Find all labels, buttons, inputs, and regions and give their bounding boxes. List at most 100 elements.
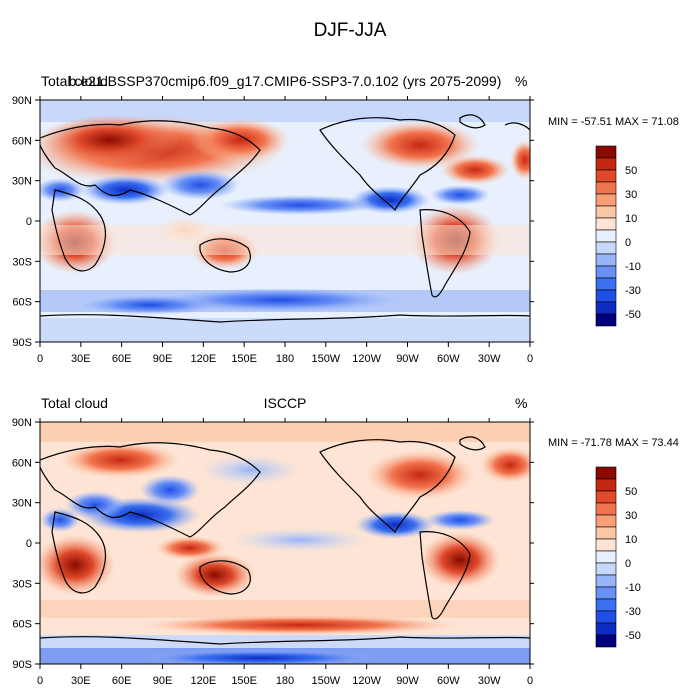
panel1-colorbar-swatch — [595, 277, 617, 291]
panel1-x-tick-label: 120W — [352, 353, 381, 365]
panel1-colorbar-label: -50 — [625, 309, 641, 321]
figure-title: DJF-JJA — [313, 20, 387, 41]
panel1-y-tick-label: 30N — [12, 176, 32, 188]
panel2-colorbar-swatch — [595, 466, 617, 480]
panel1-colorbar-label: -10 — [625, 261, 641, 273]
panel1-coastlines — [40, 114, 530, 323]
panel1-colorbar-label: 10 — [625, 213, 637, 225]
colorbar-layer: 50 30 10 0 -10 -30 -50 50 30 10 0 -10 -30 -50 — [595, 145, 641, 648]
panel2-colorbar-label: -10 — [625, 582, 641, 594]
panel2-y-tick-label: 60S — [12, 619, 32, 631]
panel1-x-tick-label: 0 — [527, 353, 533, 365]
panel2-minmax: MIN = -71.78 MAX = 73.44 — [548, 437, 679, 449]
panel2-title-right: % — [515, 395, 528, 411]
panel1-colorbar-swatch — [595, 313, 617, 327]
panel1-x-tick-label: 60E — [112, 353, 132, 365]
panel2-x-tick-label: 30W — [478, 675, 501, 687]
panel2-y-tick-label: 30N — [12, 498, 32, 510]
panel2-y-tick-label: 90N — [12, 417, 32, 429]
panel2-x-tick-label: 150W — [311, 675, 340, 687]
panel1-colorbar-swatch — [595, 241, 617, 255]
panel1-y-tick-label: 60S — [12, 297, 32, 309]
panel2-colorbar-swatch — [595, 514, 617, 528]
panel2-colorbar-label: -50 — [625, 630, 641, 642]
panel2-colorbar-label: 0 — [625, 558, 631, 570]
panel1-minmax: MIN = -57.51 MAX = 71.08 — [548, 116, 679, 128]
panel2-colorbar-swatch — [595, 586, 617, 600]
panel2-colorbar-label: -30 — [625, 606, 641, 618]
panel1-x-tick-label: 90W — [396, 353, 419, 365]
panel1-x-tick-label: 0 — [37, 353, 43, 365]
panel1-y-tick-label: 90S — [12, 337, 32, 349]
panel2-y-tick-label: 90S — [12, 659, 32, 671]
panel1-colorbar-swatch — [595, 229, 617, 243]
panel2-x-tick-label: 60E — [112, 675, 132, 687]
panel1-y-tick-label: 60N — [12, 135, 32, 147]
panel2-title-left: Total cloud — [41, 395, 108, 411]
panel2-x-tick-label: 0 — [37, 675, 43, 687]
panel1-x-tick-label: 90E — [153, 353, 173, 365]
panel1-title-left: Total cloud — [41, 73, 108, 89]
panel1-colorbar-swatch — [595, 301, 617, 315]
panel2-colorbar-swatch — [595, 598, 617, 612]
panel2-colorbar-label: 30 — [625, 510, 637, 522]
panel1-x-tick-label: 30W — [478, 353, 501, 365]
panel2-x-tick-label: 120W — [352, 675, 381, 687]
panel1-colorbar-swatch — [595, 169, 617, 183]
panel1-x-tick-label: 150W — [311, 353, 340, 365]
panel1-title-center: b.e21.BSSP370cmip6.f09_g17.CMIP6-SSP3-7.… — [68, 73, 502, 89]
panel2-colorbar-swatch — [595, 610, 617, 624]
panel2-x-tick-label: 120E — [190, 675, 216, 687]
panel1-colorbar-label: -30 — [625, 285, 641, 297]
panel2-x-tick-label: 90E — [153, 675, 173, 687]
panel2-title-center: ISCCP — [263, 395, 307, 411]
panel2-colorbar-swatch — [595, 634, 617, 648]
panel2-colorbar-swatch — [595, 526, 617, 540]
panel1-colorbar-label: 50 — [625, 165, 637, 177]
panel2-x-tick-label: 90W — [396, 675, 419, 687]
panel1-field — [40, 100, 530, 342]
panel2-x-tick-label: 0 — [527, 675, 533, 687]
panel2-field — [40, 422, 530, 664]
panel2-colorbar-swatch — [595, 502, 617, 516]
panel1-colorbar-swatch — [595, 157, 617, 171]
panel1-title-right: % — [515, 73, 528, 89]
panel2-x-tick-label: 150E — [231, 675, 257, 687]
panel2-x-tick-label: 60W — [437, 675, 460, 687]
panel1-colorbar-swatch — [595, 289, 617, 303]
panel2-x-tick-label: 30E — [71, 675, 91, 687]
panel2-colorbar-label: 10 — [625, 534, 637, 546]
panel1-colorbar-label: 30 — [625, 189, 637, 201]
panel1-x-tick-label: 120E — [190, 353, 216, 365]
panel1-colorbar-swatch — [595, 205, 617, 219]
panel1-colorbar-swatch — [595, 265, 617, 279]
panel1-y-tick-label: 90N — [12, 95, 32, 107]
panel1-y-tick-label: 30S — [12, 256, 32, 268]
panel1-colorbar-swatch — [595, 145, 617, 159]
panel2-colorbar-swatch — [595, 490, 617, 504]
panel2-colorbar-label: 50 — [625, 486, 637, 498]
panel1-colorbar-swatch — [595, 193, 617, 207]
panel2-y-tick-label: 30S — [12, 578, 32, 590]
panel2-colorbar-swatch — [595, 550, 617, 564]
panel1-y-tick-label: 0 — [26, 216, 32, 228]
panel2-coastlines — [40, 436, 530, 645]
panel1-x-tick-label: 150E — [231, 353, 257, 365]
panel1-x-tick-label: 60W — [437, 353, 460, 365]
panel2-colorbar-swatch — [595, 562, 617, 576]
panel1-colorbar-swatch — [595, 253, 617, 267]
axes-layer: 0 30E 60E 90E 120E 150E 180 150W 120W 90W 60W 30W 09… — [12, 95, 534, 687]
panel1-colorbar-label: 0 — [625, 237, 631, 249]
panel2-colorbar-swatch — [595, 538, 617, 552]
panel1-x-tick-label: 30E — [71, 353, 91, 365]
panel2-x-tick-label: 180 — [276, 675, 294, 687]
panel2-colorbar-swatch — [595, 622, 617, 636]
panel2-y-tick-label: 0 — [26, 538, 32, 550]
panel1-colorbar-swatch — [595, 181, 617, 195]
panel2-colorbar-swatch — [595, 478, 617, 492]
panel2-y-tick-label: 60N — [12, 457, 32, 469]
panel1-x-tick-label: 180 — [276, 353, 294, 365]
panel2-colorbar-swatch — [595, 574, 617, 588]
panel1-colorbar-swatch — [595, 217, 617, 231]
